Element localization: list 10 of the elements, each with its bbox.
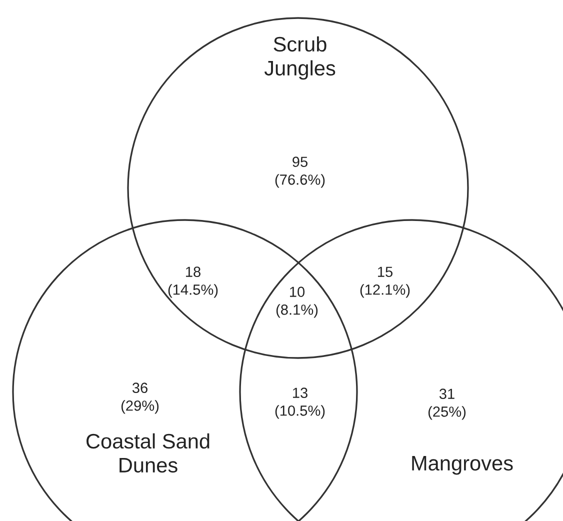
text: Scrub Jungles xyxy=(264,36,336,80)
text: Mangroves xyxy=(412,456,513,475)
data-label: 15 (12.1%) xyxy=(360,266,410,298)
text: Coastal Sand Dunes xyxy=(86,433,210,473)
data-label: 13 (10.5%) xyxy=(275,388,325,419)
data-label: 36 (29%) xyxy=(121,382,159,414)
data-label: 10 (8.1%) xyxy=(276,286,318,318)
data-label: 18 (14.5%) xyxy=(168,266,218,298)
data-label: 31 (25%) xyxy=(428,388,466,420)
data-label: 95 (76.6%) xyxy=(275,156,325,188)
